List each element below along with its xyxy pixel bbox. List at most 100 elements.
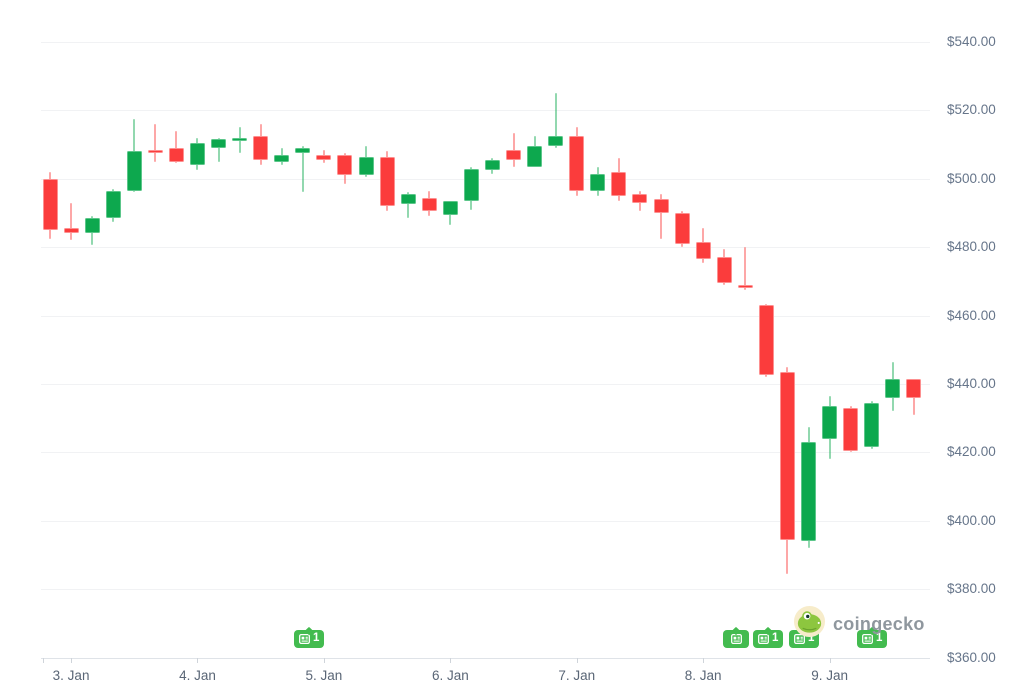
price-gridline [41, 110, 930, 112]
candle[interactable] [421, 197, 437, 212]
candle[interactable] [63, 228, 79, 234]
axis-tick [450, 658, 452, 663]
candle[interactable] [569, 136, 585, 191]
price-gridline [41, 315, 930, 317]
candle-wick [175, 130, 178, 164]
y-axis-label: $540.00 [947, 34, 996, 49]
y-axis-label: $520.00 [947, 102, 996, 118]
candle[interactable] [716, 257, 732, 284]
y-axis-label: $400.00 [947, 512, 996, 528]
y-axis-label: $420.00 [947, 444, 996, 460]
price-gridline [41, 452, 930, 454]
x-axis-label: 4. Jan [179, 668, 216, 683]
x-axis-label: 8. Jan [684, 668, 722, 683]
candle[interactable] [695, 242, 711, 260]
candle[interactable] [337, 154, 353, 176]
y-axis-label: $380.00 [947, 581, 996, 597]
candle[interactable] [105, 190, 121, 219]
y-axis-label: $460.00 [947, 307, 996, 323]
candle[interactable] [801, 442, 817, 542]
news-icon [862, 634, 873, 644]
x-axis-label: 3. Jan [52, 668, 90, 683]
candle[interactable] [84, 218, 100, 234]
candle-wick [301, 146, 304, 193]
axis-tick [197, 658, 199, 663]
candle-wick [154, 124, 157, 162]
candle[interactable] [232, 137, 248, 142]
news-icon [730, 634, 742, 644]
news-icon [758, 634, 769, 644]
candle[interactable] [211, 139, 227, 148]
price-gridline [41, 247, 930, 249]
candle[interactable] [758, 305, 774, 376]
price-gridline [41, 42, 930, 43]
axis-tick [323, 658, 325, 663]
y-axis-label: $440.00 [947, 375, 996, 391]
candle-wick [217, 137, 220, 162]
candle[interactable] [358, 156, 374, 176]
candle[interactable] [527, 146, 543, 167]
y-axis-label: $480.00 [947, 239, 996, 255]
price-gridline [41, 520, 930, 522]
axis-tick [71, 658, 73, 663]
candle[interactable] [147, 149, 163, 153]
news-badge-count: 1 [772, 632, 779, 645]
candle-wick [554, 93, 557, 148]
candle[interactable] [463, 168, 479, 201]
candle[interactable] [506, 149, 522, 160]
candle[interactable] [42, 178, 58, 231]
candle[interactable] [484, 159, 500, 171]
candle[interactable] [168, 148, 184, 162]
candle[interactable] [843, 407, 859, 451]
candle[interactable] [400, 194, 416, 205]
candle[interactable] [253, 136, 269, 160]
candle[interactable] [779, 371, 795, 540]
coingecko-watermark-text: coingecko [833, 613, 925, 634]
coingecko-logo [793, 605, 826, 643]
candle-wick [407, 192, 410, 219]
axis-tick [829, 658, 831, 663]
news-icon [299, 634, 310, 644]
candle[interactable] [548, 136, 564, 147]
candle[interactable] [442, 201, 458, 215]
news-badge[interactable]: 1 [857, 630, 888, 648]
axis-tick [576, 658, 578, 663]
candle[interactable] [653, 199, 669, 213]
x-axis-label: 6. Jan [431, 668, 469, 683]
y-axis-label: $360.00 [947, 649, 996, 665]
news-icon [794, 634, 805, 644]
candle[interactable] [885, 378, 901, 398]
price-gridline [41, 657, 930, 659]
candle[interactable] [295, 148, 311, 154]
price-gridline [41, 383, 930, 385]
news-badge-count: 1 [876, 632, 883, 645]
candle[interactable] [822, 406, 838, 439]
x-axis-label: 5. Jan [305, 668, 343, 683]
candle[interactable] [906, 378, 922, 398]
candle[interactable] [274, 154, 290, 162]
candle[interactable] [611, 171, 627, 196]
axis-tick [42, 658, 44, 663]
candle-wick [744, 247, 747, 290]
x-axis-label: 9. Jan [811, 668, 848, 683]
candle[interactable] [864, 402, 880, 448]
price-gridline [41, 178, 930, 180]
candle[interactable] [126, 151, 142, 191]
axis-tick [703, 658, 705, 663]
candle[interactable] [189, 142, 205, 166]
news-badge[interactable] [723, 630, 749, 648]
candle[interactable] [379, 156, 395, 207]
y-axis-label: $500.00 [947, 170, 996, 186]
candle[interactable] [737, 284, 753, 289]
news-badge[interactable]: 1 [294, 630, 325, 648]
coingecko-watermark: coingecko [793, 605, 925, 643]
news-badge[interactable]: 1 [753, 630, 784, 648]
candle[interactable] [316, 154, 332, 160]
candle-wick [660, 194, 663, 239]
price-gridline [41, 589, 930, 591]
candle[interactable] [632, 194, 648, 203]
candle[interactable] [590, 173, 606, 191]
candle[interactable] [674, 212, 690, 244]
